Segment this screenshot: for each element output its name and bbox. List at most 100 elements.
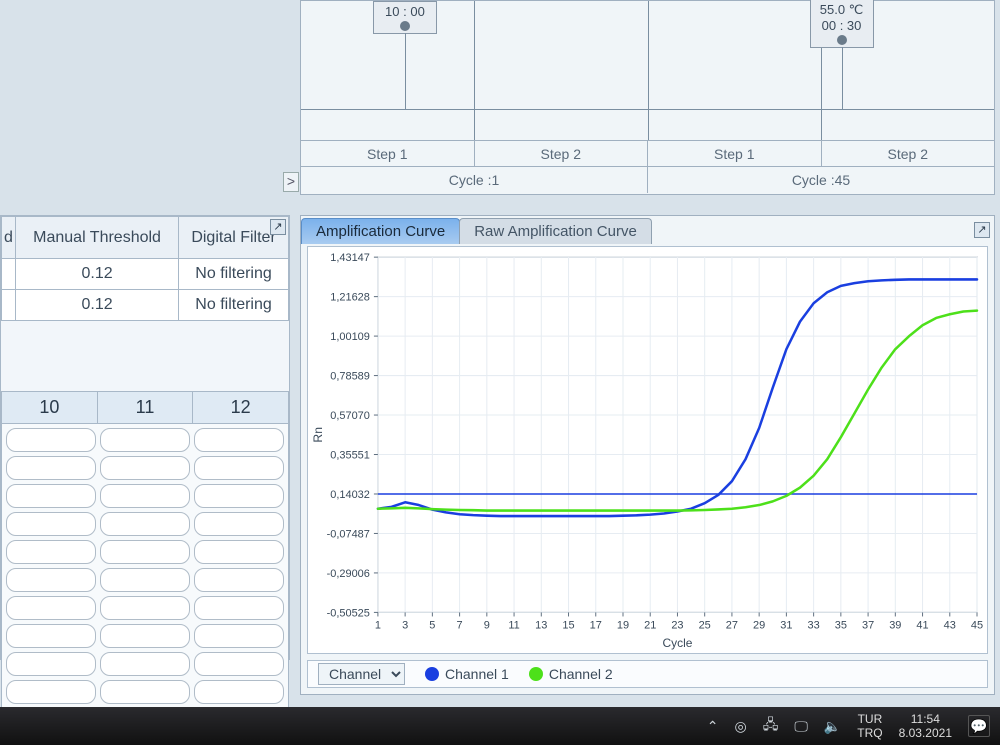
plate-well[interactable]: [6, 652, 96, 676]
svg-text:7: 7: [457, 620, 463, 632]
plate-well[interactable]: [100, 456, 190, 480]
plate-well[interactable]: [100, 624, 190, 648]
svg-text:25: 25: [699, 620, 711, 632]
monitor-icon[interactable]: 🖵: [794, 718, 808, 735]
channel-select[interactable]: Channel: [318, 663, 405, 685]
settings-panel: ↗ dManual ThresholdDigital Filter 0.12No…: [0, 215, 290, 660]
plate-well[interactable]: [100, 512, 190, 536]
plate-well[interactable]: [6, 680, 96, 704]
thermal-flag: 55.0 ℃00 : 30: [810, 0, 874, 48]
plate-well[interactable]: [6, 484, 96, 508]
svg-text:13: 13: [535, 620, 547, 632]
svg-text:1,00109: 1,00109: [330, 331, 370, 343]
table-row[interactable]: 0.12No filtering: [2, 290, 289, 321]
plate-well[interactable]: [194, 596, 284, 620]
plate-col-header[interactable]: 12: [192, 392, 288, 423]
plate-well[interactable]: [6, 540, 96, 564]
thermal-profile-panel: 10 : 0055.0 ℃00 : 30 Step 1Step 2Step 1S…: [300, 0, 995, 195]
svg-text:15: 15: [562, 620, 574, 632]
plate-well[interactable]: [194, 484, 284, 508]
network-icon[interactable]: 🖧: [763, 714, 779, 738]
plate-well[interactable]: [100, 568, 190, 592]
threshold-header: Manual Threshold: [16, 217, 179, 259]
svg-text:0,14032: 0,14032: [330, 489, 370, 501]
plate-well[interactable]: [194, 428, 284, 452]
threshold-header: d: [2, 217, 16, 259]
chart-tabbar: Amplification Curve Raw Amplification Cu…: [301, 216, 994, 244]
plate-col-header[interactable]: 10: [2, 392, 97, 423]
swatch-channel2: [529, 667, 543, 681]
locale-line1: TUR: [857, 712, 882, 726]
clock-date: 8.03.2021: [899, 726, 952, 740]
svg-text:17: 17: [590, 620, 602, 632]
plate-well[interactable]: [100, 484, 190, 508]
legend-label-channel1: Channel 1: [445, 666, 509, 682]
table-row[interactable]: 0.12No filtering: [2, 259, 289, 290]
plate-well[interactable]: [100, 428, 190, 452]
plate-well[interactable]: [194, 512, 284, 536]
plate-well[interactable]: [194, 624, 284, 648]
scroll-right-icon[interactable]: >: [283, 172, 299, 192]
plate-well[interactable]: [194, 652, 284, 676]
plate-col-header[interactable]: 11: [97, 392, 193, 423]
chart-legend: Channel Channel 1 Channel 2: [307, 660, 988, 688]
svg-text:39: 39: [889, 620, 901, 632]
plate-header: 101112: [1, 391, 289, 424]
tab-amplification-curve[interactable]: Amplification Curve: [301, 218, 460, 244]
camera-icon[interactable]: ◎: [734, 718, 746, 735]
svg-text:-0,07487: -0,07487: [327, 528, 370, 540]
plate-well[interactable]: [100, 540, 190, 564]
tray-chevron-icon[interactable]: ⌃: [707, 718, 719, 735]
plate-well[interactable]: [6, 428, 96, 452]
svg-text:27: 27: [726, 620, 738, 632]
speaker-icon[interactable]: 🔈: [824, 718, 841, 735]
panel-popout-icon[interactable]: ↗: [270, 219, 286, 235]
svg-text:Rn: Rn: [311, 427, 325, 443]
thermal-plot: 10 : 0055.0 ℃00 : 30: [301, 1, 994, 141]
plate-well[interactable]: [194, 680, 284, 704]
svg-text:45: 45: [971, 620, 983, 632]
plate-well[interactable]: [194, 456, 284, 480]
table-cell: No filtering: [179, 259, 289, 290]
svg-text:33: 33: [808, 620, 820, 632]
notification-icon[interactable]: 💬: [968, 715, 990, 737]
svg-text:41: 41: [916, 620, 928, 632]
chart-popout-icon[interactable]: ↗: [974, 222, 990, 238]
thermal-step-cell: Step 1: [647, 141, 821, 166]
svg-text:37: 37: [862, 620, 874, 632]
thermal-step-cell: Step 1: [301, 141, 474, 166]
table-cell: 0.12: [16, 290, 179, 321]
thermal-cycle-row: Cycle :1Cycle :45: [301, 167, 994, 193]
plate-well[interactable]: [100, 596, 190, 620]
plate-well[interactable]: [194, 568, 284, 592]
plate-well[interactable]: [100, 652, 190, 676]
plate-well[interactable]: [6, 624, 96, 648]
plate-well[interactable]: [100, 680, 190, 704]
clock[interactable]: 11:54 8.03.2021: [899, 712, 952, 741]
chart-panel: Amplification Curve Raw Amplification Cu…: [300, 215, 995, 695]
svg-text:29: 29: [753, 620, 765, 632]
thermal-step-cell: Step 2: [474, 141, 648, 166]
legend-label-channel2: Channel 2: [549, 666, 613, 682]
thermal-step-row: Step 1Step 2Step 1Step 2: [301, 141, 994, 167]
svg-text:21: 21: [644, 620, 656, 632]
locale-indicator[interactable]: TUR TRQ: [857, 712, 882, 741]
legend-item-channel2[interactable]: Channel 2: [529, 666, 613, 682]
svg-text:23: 23: [671, 620, 683, 632]
plate-well[interactable]: [6, 512, 96, 536]
plate-well[interactable]: [194, 540, 284, 564]
svg-text:-0,50525: -0,50525: [327, 607, 370, 619]
locale-line2: TRQ: [857, 726, 882, 740]
legend-item-channel1[interactable]: Channel 1: [425, 666, 509, 682]
table-cell: [2, 259, 16, 290]
tab-raw-amplification-curve[interactable]: Raw Amplification Curve: [459, 218, 652, 244]
table-cell: [2, 290, 16, 321]
thermal-cycle-cell: Cycle :1: [301, 167, 647, 193]
plate-well[interactable]: [6, 596, 96, 620]
threshold-body: 0.12No filtering0.12No filtering: [2, 259, 289, 321]
plate-well[interactable]: [6, 456, 96, 480]
svg-text:19: 19: [617, 620, 629, 632]
plate-well[interactable]: [6, 568, 96, 592]
table-cell: 0.12: [16, 259, 179, 290]
svg-text:1: 1: [375, 620, 381, 632]
